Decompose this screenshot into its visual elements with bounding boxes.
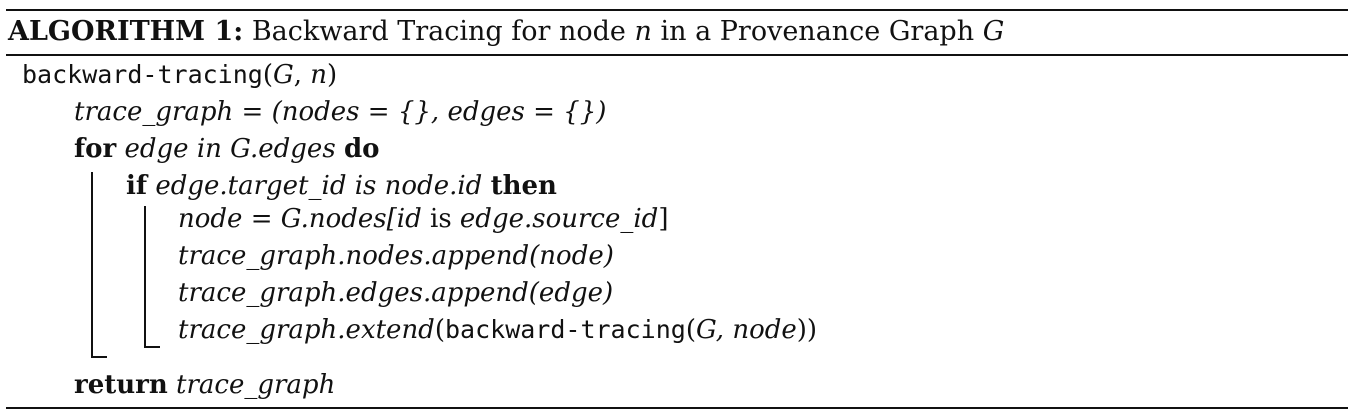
if-expression: edge.target_id is node.id: [155, 171, 483, 201]
for-block-bracket-end: [91, 356, 107, 358]
keyword-then: then: [490, 171, 557, 201]
caption-text-before: Backward Tracing for node: [251, 16, 635, 47]
bottom-rule: [6, 407, 1348, 409]
keyword-return: return: [74, 370, 168, 400]
paren-open: (: [262, 60, 273, 90]
caption-var-g: G: [982, 16, 1005, 47]
algorithm-label: ALGORITHM 1:: [8, 16, 244, 47]
line-append-node: trace_graph.nodes.append(node): [178, 241, 614, 271]
paren-close: ): [327, 60, 338, 90]
param-g: G: [272, 60, 294, 90]
keyword-do: do: [343, 134, 380, 164]
extend-call: trace_graph.extend: [178, 315, 435, 345]
caption-text-mid: in a Provenance Graph: [651, 16, 983, 47]
param-n: n: [310, 60, 328, 90]
if-block-bracket: [144, 206, 146, 348]
line-extend-recursive: trace_graph.extend(backward-tracing(G, n…: [178, 313, 817, 347]
recursive-args: G, node: [695, 315, 797, 345]
param-comma: ,: [293, 60, 311, 90]
lookup-source-id: edge.source_id: [459, 204, 659, 234]
lookup-lhs: node = G.nodes[: [178, 204, 397, 234]
recursive-paren-close: )): [796, 315, 818, 345]
line-append-edge: trace_graph.edges.append(edge): [178, 278, 614, 308]
line-node-lookup: node = G.nodes[id is edge.source_id]: [178, 202, 668, 236]
for-block-bracket: [91, 172, 93, 358]
lookup-is: is: [421, 204, 460, 234]
recursive-paren-open: (: [685, 315, 696, 345]
top-rule: [6, 9, 1348, 11]
line-if-condition: if edge.target_id is node.id then: [126, 169, 557, 203]
if-block-bracket-end: [144, 346, 160, 348]
extend-paren-open: (: [434, 315, 445, 345]
caption-var-n: n: [634, 16, 652, 47]
return-value: trace_graph: [176, 370, 336, 400]
line-return: return trace_graph: [74, 368, 335, 402]
caption-rule: [6, 54, 1348, 56]
line-for-loop: for edge in G.edges do: [74, 132, 379, 166]
keyword-if: if: [126, 171, 148, 201]
lookup-id: id: [396, 204, 422, 234]
recursive-function-name: backward-tracing: [444, 315, 686, 344]
function-name: backward-tracing: [22, 60, 263, 89]
for-expression: edge in G.edges: [124, 134, 336, 164]
algorithm-caption: ALGORITHM 1: Backward Tracing for node n…: [8, 14, 1004, 50]
line-init-trace-graph: trace_graph = (nodes = {}, edges = {}): [74, 97, 607, 127]
lookup-bracket-close: ]: [658, 204, 669, 234]
line-function-signature: backward-tracing(G, n): [22, 58, 337, 92]
keyword-for: for: [74, 134, 117, 164]
